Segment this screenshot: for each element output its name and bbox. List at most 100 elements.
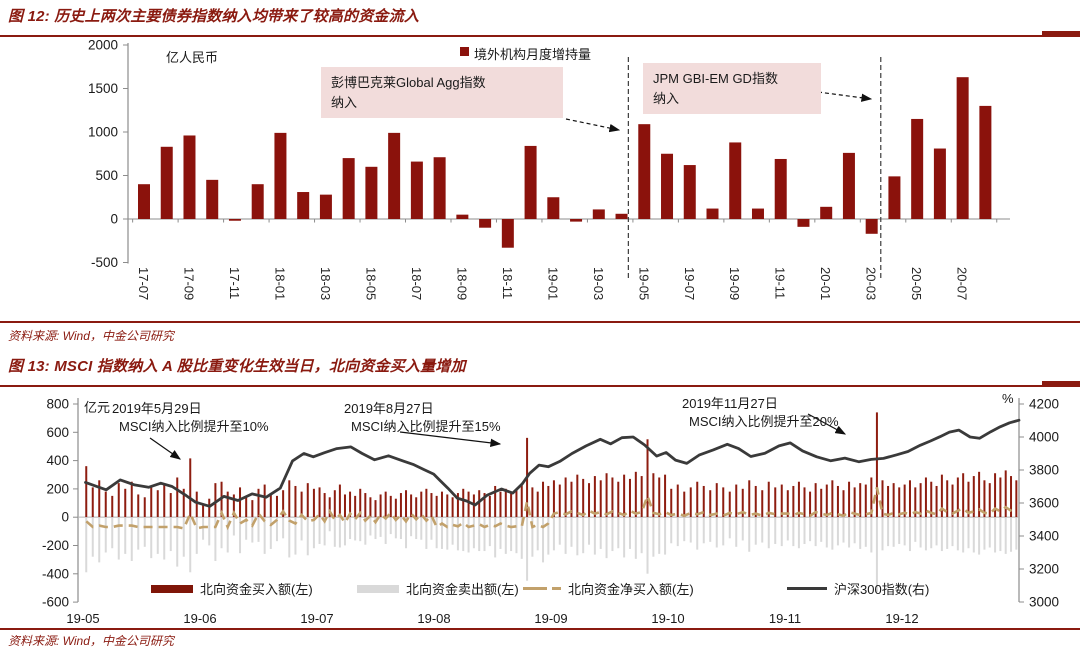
fig13-sell-bar: [208, 517, 211, 546]
legend-bar-swatch-icon: [357, 584, 399, 593]
fig13-buy-bar: [599, 480, 602, 518]
fig13-x-tick-label: 19-10: [651, 611, 684, 626]
fig13-sell-bar: [456, 517, 459, 551]
fig13-buy-bar: [300, 491, 303, 518]
fig12-bar: [933, 148, 946, 219]
fig13-sell-bar: [722, 517, 725, 546]
fig13-buy-bar: [761, 490, 764, 518]
fig13-sell-bar: [226, 517, 229, 553]
fig13-sell-bar: [389, 517, 392, 535]
fig13-buy-bar: [456, 493, 459, 518]
annotation-text: 纳入: [653, 90, 680, 106]
fig13-buy-bar: [323, 493, 326, 518]
fig13-buy-bar: [195, 491, 198, 518]
fig12-y-tick-label: 1000: [88, 125, 118, 140]
fig13-buy-bar: [588, 483, 591, 518]
fig13-buy-bar: [881, 480, 884, 518]
fig13-sell-bar: [483, 517, 486, 552]
fig13-sell-bar: [593, 517, 596, 555]
fig13-sell-bar: [85, 517, 88, 573]
fig13-buy-bar: [814, 483, 817, 518]
fig12-bar: [274, 132, 287, 219]
fig13-buy-bar: [515, 490, 518, 518]
fig13-sell-bar: [451, 517, 454, 545]
fig12-y-tick-label: -500: [91, 255, 118, 270]
fig13-sell-bar: [394, 517, 397, 539]
fig12-y-tick-label: 2000: [88, 38, 118, 53]
fig13-sell-bar: [735, 517, 738, 547]
fig13-right-tick-label: 3000: [1029, 595, 1059, 610]
fig13-buy-bar: [389, 495, 392, 518]
fig13-left-tick-label: -600: [42, 595, 69, 610]
fig13-sell-bar: [294, 517, 297, 555]
fig13-sell-bar: [831, 517, 834, 550]
fig13-sell-bar: [564, 517, 567, 554]
fig12-bar: [319, 194, 332, 219]
fig12-x-tick-label: 18-03: [318, 267, 333, 300]
fig13-buy-bar: [98, 480, 101, 518]
fig12-x-tick-label: 17-11: [227, 267, 242, 299]
fig13-sell-bar: [676, 517, 679, 547]
fig12-bar: [365, 166, 378, 219]
fig13-buy-bar: [956, 477, 959, 518]
fig13-buy-bar: [420, 491, 423, 518]
fig13-sell-bar: [611, 517, 614, 552]
fig13-buy-bar: [384, 491, 387, 518]
fig13-buy-bar: [803, 487, 806, 518]
fig13-sell-bar: [892, 517, 895, 547]
legend-dash-swatch-icon: [523, 586, 561, 591]
fig13-buy-bar: [130, 481, 133, 518]
fig13-sell-bar: [870, 517, 873, 553]
fig13-buy-bar: [709, 490, 712, 518]
fig13-buy-bar: [415, 497, 418, 518]
figure13-right-axis-unit: %: [1002, 391, 1014, 406]
fig13-sell-bar: [499, 517, 502, 549]
fig13-sell-bar: [410, 517, 413, 537]
fig13-sell-bar: [536, 517, 539, 551]
fig13-sell-bar: [978, 517, 981, 555]
fig13-buy-bar: [999, 477, 1002, 518]
fig13-annotation-arrow: [149, 437, 181, 460]
fig13-buy-bar: [617, 481, 620, 518]
fig13-buy-bar: [163, 484, 166, 518]
fig13-sell-bar: [951, 517, 954, 547]
fig12-bar: [183, 135, 196, 219]
fig12-bar: [251, 184, 264, 219]
fig12-x-tick-label: 18-05: [363, 267, 378, 300]
fig13-buy-bar: [640, 476, 643, 518]
legend-line-swatch-icon: [787, 587, 827, 590]
fig13-sell-bar: [903, 517, 906, 546]
fig13-buy-bar: [972, 476, 975, 518]
figure12-bottom-rule: [0, 321, 1080, 323]
fig13-sell-bar: [875, 517, 878, 593]
fig13-sell-bar: [300, 517, 303, 541]
fig13-buy-bar: [405, 490, 408, 518]
fig12-bar: [570, 219, 583, 222]
fig13-sell-bar: [214, 517, 217, 561]
fig13-sell-bar: [282, 517, 285, 539]
fig13-sell-bar: [288, 517, 291, 558]
fig13-sell-bar: [640, 517, 643, 554]
annotation-text: JPM GBI-EM GD指数: [653, 71, 778, 86]
fig13-buy-bar: [892, 483, 895, 518]
fig13-buy-bar: [722, 487, 725, 518]
fig13-sell-bar: [472, 517, 475, 549]
fig13-buy-bar: [715, 483, 718, 518]
fig13-buy-bar: [676, 484, 679, 518]
fig12-bar: [388, 132, 401, 219]
fig12-annotation-arrow: [565, 118, 621, 133]
fig13-left-tick-label: 400: [46, 453, 69, 468]
fig13-buy-bar: [864, 484, 867, 518]
fig13-buy-bar: [820, 488, 823, 518]
fig13-left-tick-label: 200: [46, 481, 69, 496]
fig13-buy-bar: [870, 477, 873, 518]
fig13-buy-bar: [741, 488, 744, 518]
fig13-buy-bar: [786, 490, 789, 518]
fig13-x-tick-label: 19-11: [769, 611, 801, 626]
fig13-buy-bar: [430, 493, 433, 518]
fig13-sell-bar: [761, 517, 764, 543]
annotation-text: 2019年11月27日: [682, 396, 778, 411]
fig12-bar: [524, 145, 537, 219]
figure12-source: 资料来源: Wind，中金公司研究: [8, 329, 174, 343]
fig13-buy-bar: [176, 477, 179, 518]
